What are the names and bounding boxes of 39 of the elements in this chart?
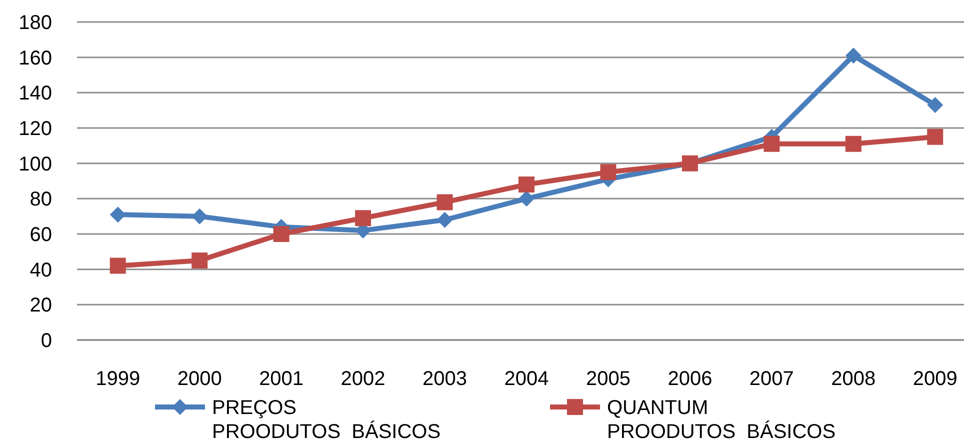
y-tick-label: 160 [18, 47, 52, 70]
point [927, 128, 944, 145]
x-tick-label: 2001 [259, 368, 304, 390]
point [927, 97, 944, 114]
point [845, 136, 862, 152]
x-tick-label: 2005 [586, 368, 630, 390]
x-tick-label: 2003 [422, 368, 468, 390]
point [436, 212, 453, 228]
y-tick-label: 120 [18, 118, 52, 140]
y-tick-label: 80 [30, 188, 52, 211]
x-tick-label: 2000 [177, 368, 222, 390]
point [518, 190, 534, 207]
y-tick-label: 60 [30, 224, 52, 246]
x-tick-label: 2008 [831, 368, 876, 390]
y-tick-label: 0 [40, 330, 52, 352]
point [600, 164, 616, 180]
y-tick-label: 140 [18, 82, 52, 105]
x-tick-label: 2004 [504, 368, 549, 390]
point [355, 210, 372, 226]
point [845, 48, 862, 64]
point [192, 208, 208, 224]
y-tick-label: 180 [18, 12, 52, 34]
legend-label: QUANTUM PROODUTOS BÁSICOS [607, 397, 836, 441]
point [110, 206, 126, 223]
point [110, 258, 126, 274]
legend-label: PREÇOS PROODUTOS BÁSICOS [212, 397, 441, 441]
point [192, 252, 208, 268]
x-tick-label: 2006 [668, 368, 712, 390]
x-tick-label: 2009 [912, 368, 958, 390]
point [764, 136, 780, 152]
y-tick-label: 100 [18, 153, 52, 176]
x-tick-label: 2007 [749, 368, 794, 390]
x-tick-label: 1999 [96, 368, 140, 390]
point [518, 176, 534, 193]
point [273, 226, 290, 242]
point [436, 194, 453, 210]
x-tick-label: 2002 [340, 368, 386, 390]
y-tick-label: 40 [30, 259, 52, 282]
y-tick-label: 20 [30, 294, 52, 317]
